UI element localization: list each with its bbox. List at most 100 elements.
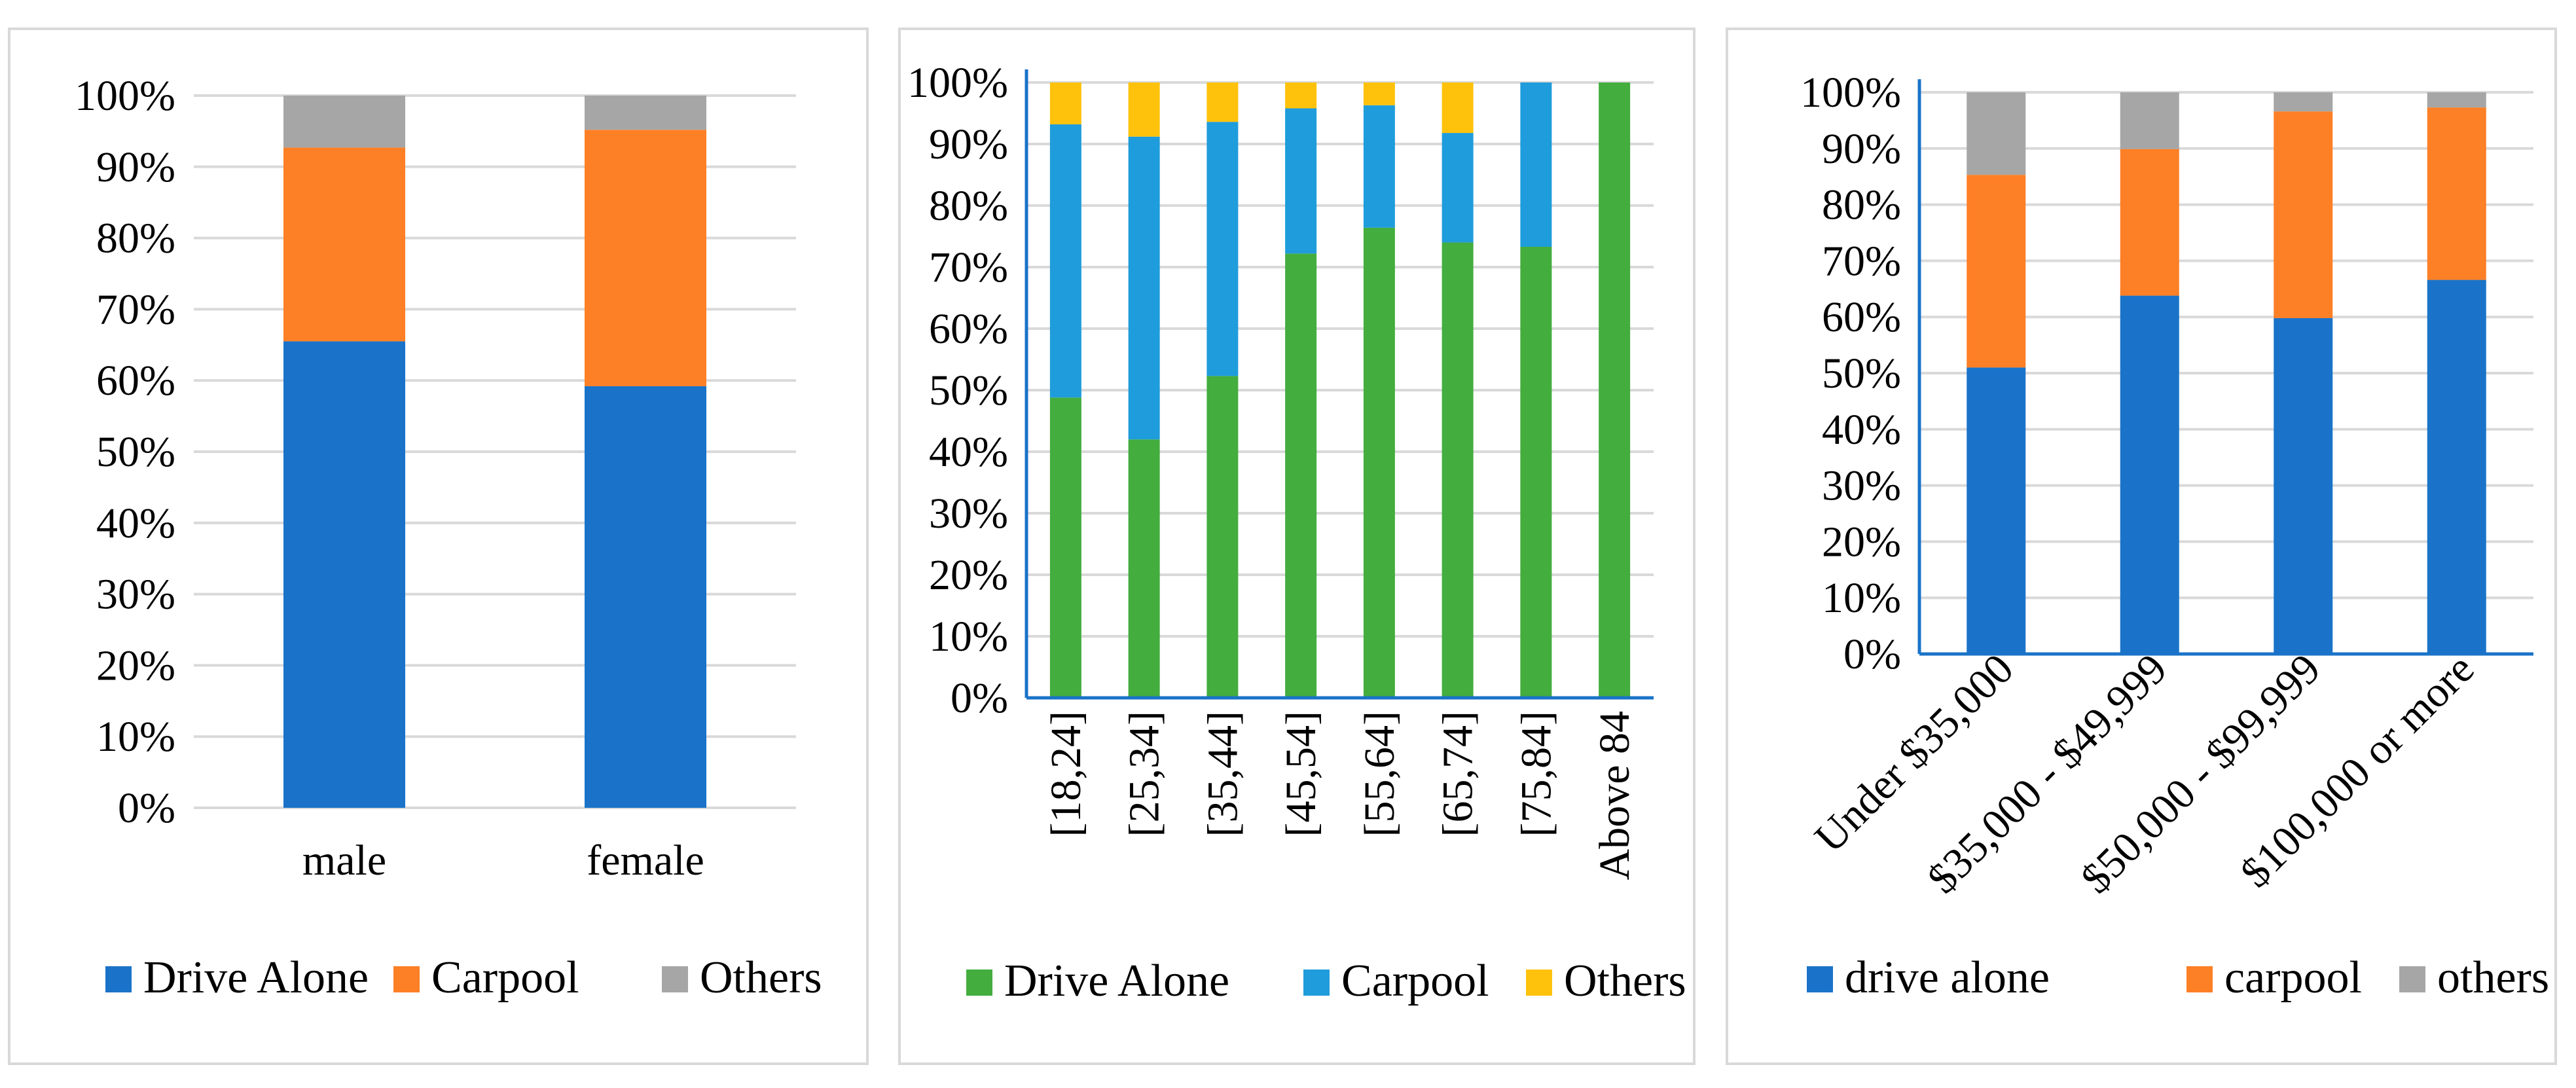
legend: Drive Alone Carpool Others (966, 956, 1686, 1006)
bar-segment (1363, 227, 1395, 698)
bar-segment (1363, 105, 1395, 228)
bar-segment (1049, 124, 1081, 398)
x-category-label: [18,24] (1042, 711, 1090, 837)
y-tick-label: 80% (929, 182, 1008, 230)
legend-label: carpool (2224, 952, 2362, 1003)
bar-segment (1520, 82, 1552, 247)
bar-segment (1442, 242, 1474, 698)
y-tick-label: 20% (929, 551, 1008, 599)
legend-swatch (2399, 966, 2425, 992)
bar-segment (283, 147, 405, 342)
chart-panel-income: 0% 10% 20% 30% 40% 50% 60% 70% 80% 90% 100% Under $… (1726, 27, 2557, 1065)
y-tick-label: 0% (118, 784, 175, 832)
x-category-label: [45,54] (1277, 711, 1325, 837)
y-tick-label: 30% (96, 571, 175, 619)
bar-segment (1442, 133, 1474, 243)
y-tick-label: 90% (96, 143, 175, 191)
bar-segment (2120, 149, 2179, 296)
x-axis-categories: Under $35,000$35,000 - $49,999$50,000 - … (1805, 645, 2483, 903)
x-category-label: [55,64] (1356, 711, 1404, 837)
bar-segment (2274, 111, 2333, 318)
y-tick-label: 70% (929, 244, 1008, 291)
x-category-label: [75,84] (1512, 711, 1560, 837)
y-tick-label: 40% (1822, 406, 1901, 454)
bar-segment (1049, 82, 1081, 124)
y-tick-label: 80% (1822, 181, 1901, 229)
bars (1049, 82, 1631, 698)
bar-segment (283, 341, 405, 808)
x-category-label: [25,34] (1121, 711, 1169, 837)
y-tick-label: 50% (1822, 350, 1901, 397)
bar-segment (585, 96, 706, 130)
legend-label: Carpool (431, 952, 579, 1003)
bar-segment (1128, 439, 1160, 698)
legend-swatch (1303, 970, 1330, 996)
y-tick-label: 10% (1822, 574, 1901, 622)
x-category-label: Above 84 (1591, 711, 1639, 880)
chart-age: 0% 10% 20% 30% 40% 50% 60% 70% 80% 90% 100% [18,24]… (907, 59, 1686, 1006)
bar-segment (2120, 295, 2179, 654)
y-tick-label: 60% (96, 357, 175, 405)
legend-label: Others (700, 952, 822, 1003)
bar-segment (1967, 367, 2026, 654)
y-tick-label: 10% (96, 713, 175, 761)
y-tick-label: 60% (1822, 293, 1901, 341)
legend: drive alone carpool others (1807, 952, 2549, 1003)
bars (283, 96, 706, 808)
y-tick-label: 40% (929, 428, 1008, 476)
bars (1967, 92, 2486, 654)
x-category-label: [65,74] (1434, 711, 1482, 837)
x-axis-categories: [18,24] [25,34] [35,44] [45,54] [55,64] [65,7… (1042, 711, 1639, 880)
y-tick-label: 30% (929, 490, 1008, 537)
bar-segment (1520, 246, 1552, 698)
legend-label: Drive Alone (143, 952, 369, 1003)
y-tick-label: 20% (1822, 518, 1901, 566)
y-axis-ticks: 0% 10% 20% 30% 40% 50% 60% 70% 80% 90% 100% (75, 72, 175, 832)
gridlines (1026, 81, 1654, 699)
legend-swatch (1526, 970, 1552, 996)
bar-segment (2427, 92, 2486, 108)
legend-label: Carpool (1341, 956, 1489, 1006)
bar-segment (1206, 122, 1239, 376)
bar-segment (1285, 108, 1317, 254)
legend-label: Others (1564, 956, 1686, 1006)
bar-segment (1128, 82, 1160, 137)
bar-segment (1285, 82, 1317, 109)
chart-panel-gender: 0% 10% 20% 30% 40% 50% 60% 70% 80% 90% 100% male fem… (8, 27, 869, 1065)
bar-segment (2427, 107, 2486, 280)
y-tick-label: 20% (96, 642, 175, 689)
y-tick-label: 100% (1800, 69, 1901, 117)
bar-segment (1285, 253, 1317, 698)
bar-segment (1206, 376, 1239, 698)
bar-segment (1599, 82, 1631, 698)
bar-segment (283, 96, 405, 148)
bar-segment (1206, 82, 1239, 122)
y-tick-label: 10% (929, 613, 1008, 661)
bar-segment (1967, 175, 2026, 368)
legend-swatch (393, 966, 420, 992)
y-tick-label: 50% (929, 367, 1008, 414)
bar-segment (585, 130, 706, 386)
legend-swatch (105, 966, 132, 992)
legend-swatch (662, 966, 688, 992)
y-tick-label: 100% (907, 59, 1008, 107)
bar-segment (2274, 92, 2333, 112)
legend-label: Drive Alone (1004, 956, 1229, 1006)
y-axis-ticks: 0% 10% 20% 30% 40% 50% 60% 70% 80% 90% 100% (907, 59, 1008, 722)
legend-swatch (1807, 966, 1833, 992)
y-tick-label: 0% (951, 674, 1008, 722)
y-tick-label: 80% (96, 215, 175, 263)
bar-segment (2427, 280, 2486, 654)
y-tick-label: 60% (929, 305, 1008, 353)
bar-segment (1128, 136, 1160, 440)
y-tick-label: 90% (1822, 125, 1901, 173)
y-tick-label: 100% (75, 72, 175, 120)
x-category-label: female (587, 837, 704, 884)
bar-segment (2274, 317, 2333, 654)
bar-segment (1363, 82, 1395, 105)
chart-gender: 0% 10% 20% 30% 40% 50% 60% 70% 80% 90% 100% male fem… (75, 72, 822, 1003)
y-tick-label: 70% (1822, 237, 1901, 285)
y-tick-label: 70% (96, 285, 175, 333)
x-axis-categories: male female (302, 837, 704, 884)
y-tick-label: 50% (96, 428, 175, 476)
